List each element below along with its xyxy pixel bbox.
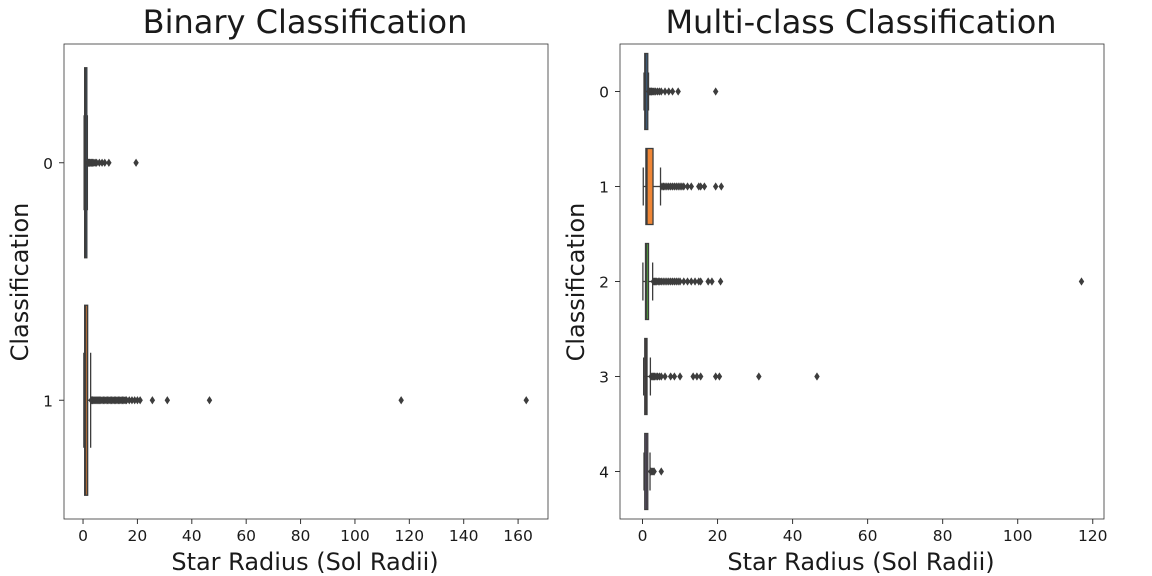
outlier-point (658, 372, 664, 381)
outlier-point (658, 467, 664, 476)
outlier-point (133, 158, 139, 167)
x-axis-label: Star Radius (Sol Radii) (171, 548, 438, 576)
x-axis-label: Star Radius (Sol Radii) (727, 548, 994, 576)
outlier-point (712, 372, 719, 381)
y-axis-label: Classification (562, 203, 590, 362)
plot-frame (619, 43, 1105, 520)
chart-title: Binary Classification (143, 3, 468, 41)
y-axis-ticks: 0 1 2 3 4 (599, 84, 620, 482)
x-tick-label: 40 (783, 527, 803, 545)
y-axis-label: Classification (6, 203, 34, 362)
x-axis-ticks: 0 20 40 60 80 100 120 (638, 519, 1108, 545)
outlier-point (398, 396, 404, 405)
outlier-point (712, 182, 719, 191)
outlier-point (684, 182, 691, 191)
x-tick-label: 0 (78, 527, 88, 545)
box-category-0 (643, 52, 719, 131)
outlier-point (677, 277, 683, 286)
outlier-point (667, 372, 674, 381)
x-tick-label: 60 (236, 527, 256, 545)
outlier-point (651, 467, 657, 476)
y-axis-ticks: 01 (43, 155, 64, 410)
outlier-point (523, 396, 529, 405)
y-tick-label: 0 (599, 84, 609, 102)
outlier-point (712, 87, 719, 96)
outlier-point (677, 372, 683, 381)
y-tick-label: 2 (599, 274, 609, 292)
x-tick-label: 160 (503, 527, 533, 545)
y-tick-label: 1 (43, 392, 53, 410)
x-tick-label: 0 (638, 527, 648, 545)
outlier-point (1078, 277, 1085, 286)
x-tick-label: 140 (449, 527, 479, 545)
outlier-point (688, 277, 695, 286)
outlier-point (662, 87, 668, 96)
outlier-point (662, 372, 668, 381)
x-tick-label: 80 (291, 527, 311, 545)
x-tick-label: 40 (182, 527, 202, 545)
outlier-point (164, 396, 171, 405)
box-category-4 (643, 432, 664, 511)
box-category-2 (642, 242, 1085, 321)
box-iqr (645, 147, 654, 226)
outlier-point (688, 182, 695, 191)
outlier-point (692, 277, 698, 286)
x-tick-label: 60 (858, 527, 878, 545)
outlier-point (206, 396, 213, 405)
x-tick-label: 100 (1003, 527, 1033, 545)
outlier-point (694, 372, 700, 381)
outlier-point (106, 158, 112, 167)
outlier-point (697, 372, 704, 381)
outlier-point (705, 277, 711, 286)
box-category-3 (642, 337, 820, 416)
binary-classification-chart: Binary Classification Star Radius (Sol R… (6, 3, 549, 576)
outlier-point (717, 277, 724, 286)
outlier-point (681, 182, 687, 191)
x-tick-label: 100 (340, 527, 370, 545)
x-tick-label: 20 (128, 527, 148, 545)
outlier-point (669, 87, 676, 96)
outlier-point (149, 396, 156, 405)
y-tick-label: 0 (43, 155, 53, 173)
plot-frame (63, 43, 549, 520)
x-tick-label: 120 (1078, 527, 1108, 545)
outlier-point (675, 87, 681, 96)
x-axis-ticks: 0 20 40 60 80 100 120 140 160 (78, 519, 533, 545)
outlier-point (690, 372, 696, 381)
outlier-point (681, 277, 687, 286)
outlier-point (137, 396, 143, 405)
outlier-point (701, 182, 708, 191)
outlier-point (814, 372, 820, 381)
x-tick-label: 20 (708, 527, 728, 545)
outlier-point (671, 372, 678, 381)
box-iqr (644, 242, 650, 321)
outlier-point (756, 372, 762, 381)
y-tick-label: 1 (599, 179, 609, 197)
outlier-point (716, 372, 723, 381)
box-category-1 (83, 304, 529, 496)
box-category-1 (642, 147, 725, 226)
chart-title: Multi-class Classification (665, 3, 1056, 41)
outlier-point (697, 182, 704, 191)
outlier-point (684, 277, 691, 286)
outlier-point (697, 277, 704, 286)
multiclass-classification-chart: Multi-class Classification Star Radius (… (562, 3, 1108, 576)
outlier-point (666, 87, 672, 96)
x-tick-label: 80 (933, 527, 953, 545)
box-category-0 (83, 67, 139, 259)
plot-area (83, 67, 529, 496)
y-tick-label: 3 (599, 369, 609, 387)
plot-area (642, 52, 1085, 511)
x-tick-label: 120 (395, 527, 425, 545)
y-tick-label: 4 (599, 464, 609, 482)
outlier-point (102, 158, 108, 167)
outlier-point (718, 182, 725, 191)
outlier-point (709, 277, 715, 286)
outlier-point (658, 87, 664, 96)
